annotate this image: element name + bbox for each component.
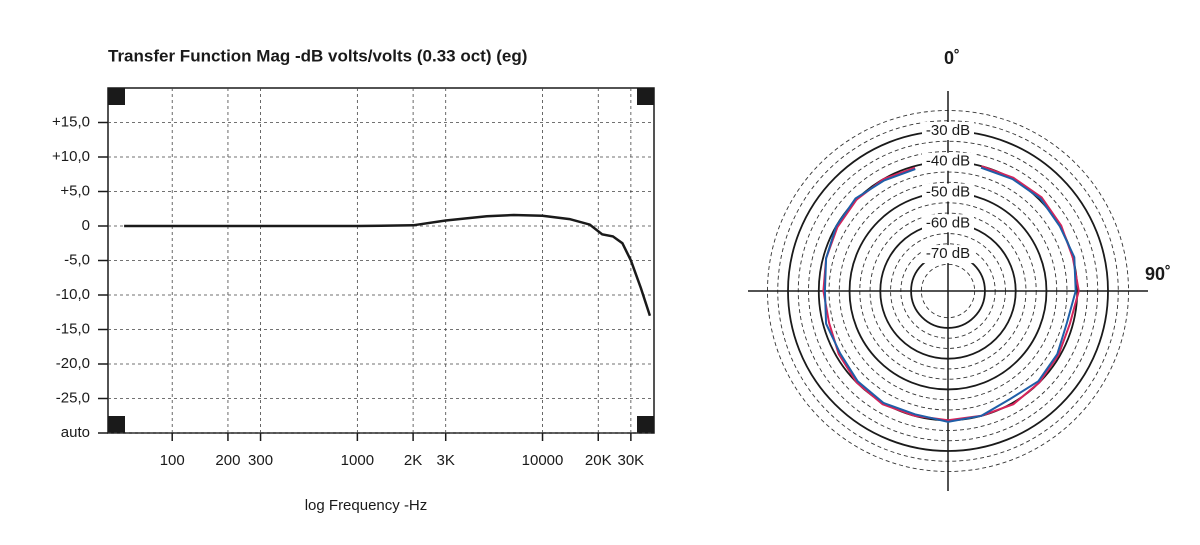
x-tick-label: 30K — [618, 452, 645, 469]
r-label-bg — [922, 152, 974, 171]
r-tick-label: -50 dB — [926, 184, 970, 201]
x-tick-label: 200 — [215, 452, 240, 469]
x-tick-label: 3K — [437, 452, 455, 469]
r-label-bg — [922, 245, 974, 264]
theta-tick-label: 90˚ — [1145, 264, 1171, 284]
r-label-bg — [922, 122, 974, 140]
polar-line — [823, 166, 1077, 423]
y-tick-label: +10,0 — [52, 148, 90, 165]
x-tick-label: 10000 — [522, 452, 564, 469]
x-tick-label: 2K — [404, 452, 422, 469]
x-tick-label: 300 — [248, 452, 273, 469]
y-tick-label: -25,0 — [56, 389, 90, 406]
y-tick-label: -5,0 — [64, 251, 90, 268]
corner-marker — [637, 88, 654, 105]
r-tick-label: -40 dB — [926, 153, 970, 170]
x-tick-label: 20K — [585, 452, 612, 469]
r-label-bg — [922, 183, 974, 202]
y-tick-label: -20,0 — [56, 355, 90, 372]
corner-marker — [108, 88, 125, 105]
polar-line — [822, 165, 1080, 422]
x-tick-label: 1000 — [341, 452, 374, 469]
r-tick-label: -70 dB — [926, 245, 970, 262]
y-tick-label: +15,0 — [52, 113, 90, 130]
corner-marker — [637, 416, 654, 433]
x-axis-label: log Frequency -Hz — [305, 497, 428, 514]
theta-tick-label: 0˚ — [944, 48, 960, 68]
x-tick-label: 100 — [160, 452, 185, 469]
y-tick-label: 0 — [82, 217, 90, 234]
corner-marker — [108, 416, 125, 433]
r-tick-label: -30 dB — [926, 122, 970, 139]
r-tick-label: -60 dB — [926, 214, 970, 231]
chart-title: Transfer Function Mag -dB volts/volts (0… — [108, 46, 527, 65]
y-tick-label: +5,0 — [60, 182, 90, 199]
y-tick-label: -15,0 — [56, 320, 90, 337]
r-label-bg — [922, 214, 974, 233]
y-tick-label: auto — [61, 424, 90, 441]
data-line — [124, 213, 652, 317]
y-tick-label: -10,0 — [56, 286, 90, 303]
